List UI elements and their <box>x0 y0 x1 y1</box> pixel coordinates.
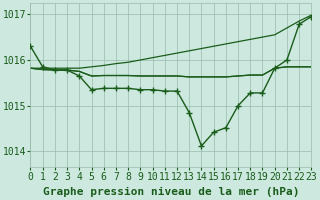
X-axis label: Graphe pression niveau de la mer (hPa): Graphe pression niveau de la mer (hPa) <box>43 187 299 197</box>
